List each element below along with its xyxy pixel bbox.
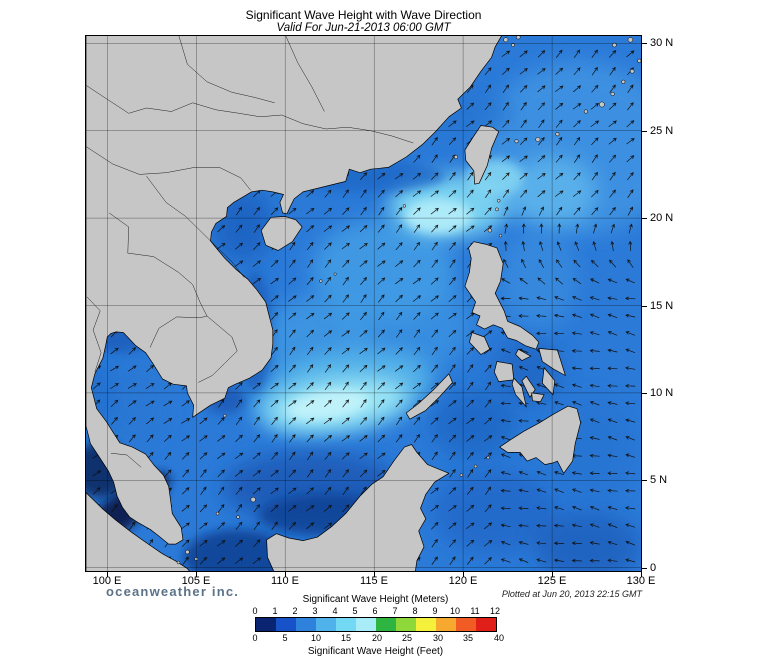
feet-tick-label: 30	[432, 633, 444, 643]
meters-tick-label: 10	[449, 606, 461, 616]
political-borders	[86, 36, 414, 468]
colorbar-segment	[396, 618, 416, 631]
meters-tick-label: 4	[332, 606, 338, 616]
feet-tick-label: 20	[371, 633, 383, 643]
plotted-timestamp: Plotted at Jun 20, 2013 22:15 GMT	[501, 589, 642, 599]
lat-tick	[642, 480, 647, 481]
oceanweather-logo: oceanweather inc.	[106, 584, 240, 599]
colorbar-segment	[276, 618, 296, 631]
meters-tick-label: 12	[489, 606, 501, 616]
lon-tick	[463, 572, 464, 577]
colorbar-segment	[416, 618, 436, 631]
meters-tick-label: 1	[272, 606, 278, 616]
colorbar-segment	[456, 618, 476, 631]
lat-tick	[642, 218, 647, 219]
feet-tick-label: 25	[401, 633, 413, 643]
meters-tick-label: 2	[292, 606, 298, 616]
lon-tick-label: 100 E	[92, 575, 122, 587]
meters-tick-label: 5	[352, 606, 358, 616]
meters-tick-label: 11	[470, 606, 480, 616]
lat-tick-label: 0	[650, 562, 657, 574]
meters-tick-label: 7	[392, 606, 398, 616]
lat-tick-label: 15 N	[650, 300, 674, 312]
colorbar-segment	[376, 618, 396, 631]
lat-tick	[642, 43, 647, 44]
lat-tick-label: 5 N	[650, 474, 668, 486]
meters-tick-label: 6	[372, 606, 378, 616]
meters-tick-label: 9	[432, 606, 438, 616]
lat-tick	[642, 568, 647, 569]
lon-tick-label: 125 E	[537, 575, 567, 587]
legend-meters-label: Significant Wave Height (Meters)	[302, 594, 449, 605]
map-frame	[85, 35, 642, 572]
lon-tick-label: 115 E	[360, 575, 388, 587]
lon-tick-label: 110 E	[271, 575, 299, 587]
wave-height-map	[86, 36, 641, 571]
colorbar	[255, 617, 497, 632]
lon-tick	[107, 572, 108, 577]
colorbar-segment	[316, 618, 336, 631]
lat-tick	[642, 131, 647, 132]
lon-tick-label: 105 E	[181, 575, 211, 587]
lat-tick	[642, 306, 647, 307]
colorbar-segment	[336, 618, 356, 631]
land-masses	[86, 36, 641, 571]
colorbar-segment	[296, 618, 316, 631]
feet-tick-label: 35	[462, 633, 474, 643]
lat-tick-label: 30 N	[650, 37, 674, 49]
chart-title: Significant Wave Height with Wave Direct…	[245, 8, 482, 22]
colorbar-segment	[476, 618, 496, 631]
meters-tick-label: 0	[252, 606, 258, 616]
feet-tick-label: 10	[310, 633, 322, 643]
colorbar-segment	[356, 618, 376, 631]
lat-tick-label: 10 N	[650, 387, 674, 399]
lon-tick-label: 120 E	[448, 575, 478, 587]
legend-feet-label: Significant Wave Height (Feet)	[307, 646, 444, 657]
lon-tick	[641, 572, 642, 577]
lat-tick-label: 25 N	[650, 125, 674, 137]
lon-tick	[196, 572, 197, 577]
colorbar-segment	[256, 618, 276, 631]
feet-tick-label: 15	[340, 633, 352, 643]
lat-tick	[642, 393, 647, 394]
lon-tick	[374, 572, 375, 577]
feet-tick-label: 40	[493, 633, 505, 643]
lon-tick-label: 130 E	[626, 575, 656, 587]
feet-tick-label: 0	[252, 633, 258, 643]
meters-tick-label: 8	[412, 606, 418, 616]
lon-tick	[552, 572, 553, 577]
feet-tick-label: 5	[282, 633, 288, 643]
meters-tick-label: 3	[312, 606, 318, 616]
colorbar-segment	[436, 618, 456, 631]
lat-tick-label: 20 N	[650, 212, 674, 224]
lon-tick	[285, 572, 286, 577]
lat-lon-grid	[86, 36, 641, 571]
chart-valid-time: Valid For Jun-21-2013 06:00 GMT	[276, 22, 451, 34]
